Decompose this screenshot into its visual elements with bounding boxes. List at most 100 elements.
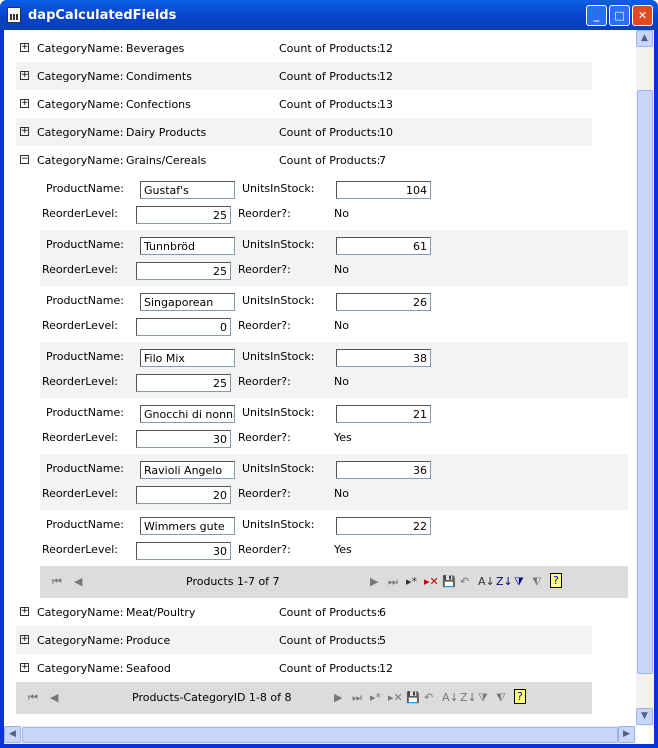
vertical-scroll-thumb[interactable] [637,90,653,674]
category-row: − CategoryName: Grains/Cereals Count of Pro… [16,146,592,174]
count-label: Count of Products: [279,662,381,675]
maximize-button[interactable]: □ [609,5,630,26]
page-content: ▲ ▼ ◀ ▶ + CategoryName: Beverages Count of … [4,30,654,744]
next-icon[interactable]: ▶ [334,691,343,704]
sort-ascending-icon[interactable]: A↓ [442,691,459,704]
expand-icon[interactable]: + [20,42,29,52]
product-name-input[interactable]: Singaporean [140,293,235,311]
product-name-label: ProductName: [46,462,124,475]
units-label: UnitsInStock: [242,182,315,195]
count-label: Count of Products: [279,42,381,55]
reorder-level-input[interactable]: 30 [136,542,231,560]
units-label: UnitsInStock: [242,518,315,531]
product-name-input[interactable]: Filo Mix [140,349,235,367]
units-in-stock-input[interactable]: 26 [336,293,431,311]
expand-icon[interactable]: + [20,662,29,672]
horizontal-scroll-thumb[interactable] [22,727,618,743]
new-icon[interactable]: ▸* [406,575,418,588]
sort-descending-icon[interactable]: Z↓ [496,575,513,588]
reorder-level-input[interactable]: 25 [136,374,231,392]
reorder-level-label: ReorderLevel: [42,487,118,500]
save-icon[interactable]: 💾 [406,691,420,704]
count-label: Count of Products: [279,634,381,647]
scroll-up-button[interactable]: ▲ [636,30,653,47]
reorder-level-label: ReorderLevel: [42,431,118,444]
product-name-input[interactable]: Wimmers gute [140,517,235,535]
product-name-label: ProductName: [46,350,124,363]
vertical-scrollbar[interactable]: ▲ ▼ [636,30,654,726]
category-name: Seafood [126,662,171,675]
category-label: CategoryName: [37,606,124,619]
category-name: Produce [126,634,171,647]
sort-descending-icon[interactable]: Z↓ [460,691,477,704]
previous-record-button[interactable]: ◀ [74,575,83,588]
previous-record-button[interactable]: ◀ [50,691,59,704]
record-navigation-bar: ⏮ ◀ Products-CategoryID 1-8 of 8 ▶ ⏭ ▸* ▸✕ 💾 ↶ A↓… [16,682,592,714]
last-icon[interactable]: ⏭ [388,575,398,588]
horizontal-scrollbar[interactable]: ◀ ▶ [4,726,636,744]
last-icon[interactable]: ⏭ [352,691,362,704]
first-record-button[interactable]: ⏮ [28,691,38,704]
delete-icon[interactable]: ▸✕ [388,691,403,704]
filter-by-selection-icon[interactable]: ⧩ [514,575,524,588]
count-value: 6 [379,606,386,619]
product-record: ProductName: Wimmers gute UnitsInStock: 22 R… [40,510,628,566]
scroll-left-button[interactable]: ◀ [4,726,21,743]
undo-icon[interactable]: ↶ [460,575,470,588]
reorder-level-label: ReorderLevel: [42,319,118,332]
units-label: UnitsInStock: [242,294,315,307]
reorder-level-label: ReorderLevel: [42,375,118,388]
filter-by-selection-icon[interactable]: ⧩ [478,691,488,704]
expand-icon[interactable]: + [20,126,29,136]
help-icon[interactable]: ? [550,573,562,588]
reorder-level-input[interactable]: 25 [136,206,231,224]
category-row: + CategoryName: Condiments Count of Product… [16,62,592,90]
scroll-right-button[interactable]: ▶ [618,726,635,743]
next-icon[interactable]: ▶ [370,575,379,588]
product-name-input[interactable]: Gnocchi di nonna [140,405,235,423]
units-in-stock-input[interactable]: 104 [336,181,431,199]
reorder-value: Yes [334,543,352,556]
category-label: CategoryName: [37,634,124,647]
category-row: + CategoryName: Produce Count of Products: 5 [16,626,592,654]
reorder-label: Reorder?: [238,431,291,444]
expand-icon[interactable]: + [20,70,29,80]
reorder-level-input[interactable]: 25 [136,262,231,280]
new-icon[interactable]: ▸* [370,691,382,704]
expand-icon[interactable]: + [20,98,29,108]
collapse-icon[interactable]: − [20,154,29,164]
units-in-stock-input[interactable]: 61 [336,237,431,255]
reorder-level-input[interactable]: 20 [136,486,231,504]
units-in-stock-input[interactable]: 36 [336,461,431,479]
toggle-filter-icon[interactable]: ⧨ [496,691,506,704]
category-name: Confections [126,98,191,111]
close-button[interactable]: ✕ [632,5,653,26]
undo-icon[interactable]: ↶ [424,691,434,704]
reorder-level-input[interactable]: 0 [136,318,231,336]
sort-ascending-icon[interactable]: A↓ [478,575,495,588]
reorder-level-input[interactable]: 30 [136,430,231,448]
reorder-level-label: ReorderLevel: [42,207,118,220]
first-record-button[interactable]: ⏮ [52,575,62,588]
save-icon[interactable]: 💾 [442,575,456,588]
scroll-down-button[interactable]: ▼ [636,708,653,725]
product-name-input[interactable]: Ravioli Angelo [140,461,235,479]
units-in-stock-input[interactable]: 22 [336,517,431,535]
reorder-value: No [334,263,349,276]
category-label: CategoryName: [37,126,124,139]
count-value: 12 [379,70,393,83]
expand-icon[interactable]: + [20,634,29,644]
units-in-stock-input[interactable]: 21 [336,405,431,423]
help-icon[interactable]: ? [514,689,526,704]
reorder-value: No [334,487,349,500]
minimize-button[interactable]: _ [586,5,607,26]
product-record: ProductName: Ravioli Angelo UnitsInStock: 3… [40,454,628,510]
product-name-input[interactable]: Gustaf's [140,181,235,199]
expand-icon[interactable]: + [20,606,29,616]
delete-icon[interactable]: ▸✕ [424,575,439,588]
units-in-stock-input[interactable]: 38 [336,349,431,367]
toggle-filter-icon[interactable]: ⧨ [532,575,542,588]
category-row: + CategoryName: Confections Count of Produc… [16,90,592,118]
category-label: CategoryName: [37,42,124,55]
product-name-input[interactable]: Tunnbröd [140,237,235,255]
